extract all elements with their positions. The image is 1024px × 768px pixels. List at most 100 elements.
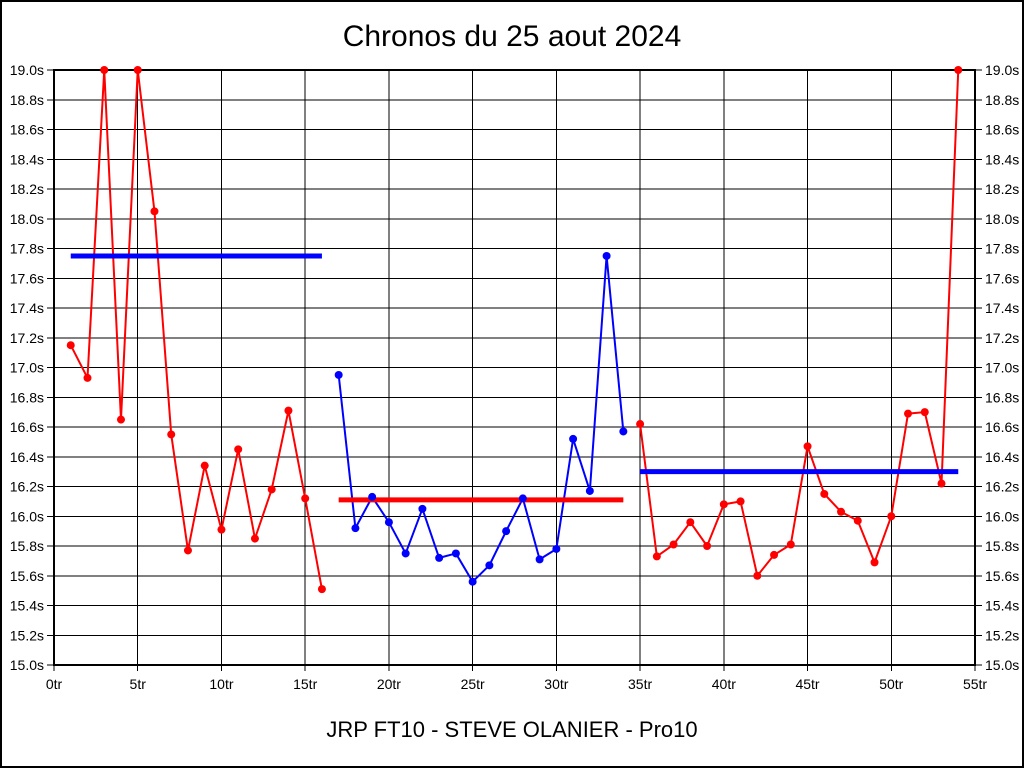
data-point-marker-stint-3 xyxy=(770,550,779,559)
data-point-marker-stint-3 xyxy=(954,66,963,74)
data-point-marker-stint-3 xyxy=(786,540,795,549)
y-axis-tick-label-left: 15.8s xyxy=(10,538,44,554)
y-axis-tick-label-right: 18.2s xyxy=(985,181,1019,197)
data-point-marker-stint-3 xyxy=(904,409,913,418)
x-axis-tick-label: 45tr xyxy=(795,676,819,692)
y-axis-tick-label-right: 17.2s xyxy=(985,330,1019,346)
x-axis-tick-label: 5tr xyxy=(130,676,147,692)
y-axis-tick-label-right: 15.6s xyxy=(985,568,1019,584)
y-axis-tick-label-right: 15.0s xyxy=(985,657,1019,673)
data-point-marker-stint-3 xyxy=(686,518,695,527)
data-point-marker-stint-3 xyxy=(753,571,762,580)
y-axis-tick-label-right: 16.6s xyxy=(985,419,1019,435)
data-point-marker-stint-3 xyxy=(652,552,661,561)
data-point-marker-stint-3 xyxy=(853,516,862,525)
data-point-marker-stint-2 xyxy=(435,553,444,562)
chart-title: Chronos du 25 aout 2024 xyxy=(342,20,682,53)
x-axis-tick-label: 15tr xyxy=(293,676,317,692)
data-point-marker-stint-2 xyxy=(602,251,611,260)
data-point-marker-stint-1 xyxy=(217,525,226,534)
data-point-marker-stint-1 xyxy=(150,207,159,216)
data-point-marker-stint-2 xyxy=(619,427,628,436)
data-point-marker-stint-3 xyxy=(887,512,896,521)
data-point-marker-stint-3 xyxy=(703,542,712,550)
data-point-marker-stint-1 xyxy=(83,373,92,382)
data-point-marker-stint-3 xyxy=(870,558,879,567)
data-point-marker-stint-2 xyxy=(502,527,511,536)
series-line-stint-1 xyxy=(69,69,323,590)
x-axis-tick-label: 35tr xyxy=(628,676,652,692)
y-axis-tick-label-left: 17.4s xyxy=(10,300,44,316)
data-point-marker-stint-3 xyxy=(669,540,678,549)
y-axis-tick-label-left: 16.0s xyxy=(10,508,44,524)
data-point-marker-stint-1 xyxy=(183,546,192,555)
data-point-marker-stint-1 xyxy=(317,585,326,594)
y-axis-tick-label-left: 17.0s xyxy=(10,360,44,376)
y-axis-tick-label-right: 16.2s xyxy=(985,479,1019,495)
data-point-marker-stint-1 xyxy=(66,341,75,350)
y-axis-tick-label-left: 17.2s xyxy=(10,330,44,346)
data-point-marker-stint-3 xyxy=(736,497,745,506)
data-point-marker-stint-2 xyxy=(518,494,527,503)
y-axis-tick-label-left: 18.2s xyxy=(10,181,44,197)
data-point-marker-stint-2 xyxy=(351,524,360,533)
y-axis-tick-label-left: 18.4s xyxy=(10,151,44,167)
y-axis-tick-label-right: 17.8s xyxy=(985,241,1019,257)
y-axis-tick-label-right: 17.0s xyxy=(985,360,1019,376)
x-axis-tick-label: 50tr xyxy=(879,676,903,692)
y-axis-tick-label-left: 19.0s xyxy=(10,62,44,78)
data-point-marker-stint-1 xyxy=(301,494,310,503)
y-axis-tick-label-left: 15.0s xyxy=(10,657,44,673)
y-axis-tick-label-right: 15.4s xyxy=(985,598,1019,614)
data-point-marker-stint-2 xyxy=(585,486,594,495)
data-point-marker-stint-1 xyxy=(167,430,176,439)
data-point-marker-stint-1 xyxy=(200,461,209,470)
y-axis-tick-label-right: 16.8s xyxy=(985,389,1019,405)
x-axis-tick-label: 30tr xyxy=(544,676,568,692)
y-axis-tick-label-right: 15.8s xyxy=(985,538,1019,554)
y-axis-tick-label-left: 17.6s xyxy=(10,270,44,286)
y-axis-tick-label-right: 18.8s xyxy=(985,92,1019,108)
data-point-marker-stint-2 xyxy=(569,434,578,443)
data-point-marker-stint-3 xyxy=(636,420,645,429)
data-point-marker-stint-2 xyxy=(485,561,494,570)
data-point-marker-stint-2 xyxy=(535,555,544,564)
data-point-marker-stint-1 xyxy=(100,66,109,74)
data-point-marker-stint-2 xyxy=(468,577,477,586)
data-point-marker-stint-2 xyxy=(401,549,410,558)
x-axis-tick-label: 0tr xyxy=(46,676,63,692)
y-axis-tick-label-right: 16.4s xyxy=(985,449,1019,465)
data-point-marker-stint-3 xyxy=(719,500,728,509)
y-axis-tick-label-left: 17.8s xyxy=(10,241,44,257)
x-axis-tick-label: 20tr xyxy=(377,676,401,692)
data-point-marker-stint-1 xyxy=(284,406,293,415)
y-axis-tick-label-left: 15.4s xyxy=(10,598,44,614)
y-axis-tick-label-left: 18.8s xyxy=(10,92,44,108)
x-axis-tick-label: 10tr xyxy=(209,676,233,692)
y-axis-tick-label-right: 18.0s xyxy=(985,211,1019,227)
y-axis-tick-label-right: 15.2s xyxy=(985,627,1019,643)
data-point-marker-stint-2 xyxy=(368,492,377,501)
y-axis-tick-label-left: 18.0s xyxy=(10,211,44,227)
data-point-marker-stint-2 xyxy=(418,504,427,513)
y-axis-tick-label-right: 17.4s xyxy=(985,300,1019,316)
y-axis-tick-label-left: 16.4s xyxy=(10,449,44,465)
chart-footer: JRP FT10 - STEVE OLANIER - Pro10 xyxy=(326,717,698,742)
data-point-marker-stint-3 xyxy=(820,489,829,498)
data-point-marker-stint-2 xyxy=(552,544,561,553)
data-point-marker-stint-3 xyxy=(937,479,946,488)
data-point-marker-stint-2 xyxy=(334,370,343,379)
x-axis-tick-label: 40tr xyxy=(712,676,736,692)
x-axis-tick-label: 25tr xyxy=(461,676,485,692)
plot-border xyxy=(53,69,976,666)
y-axis-tick-label-right: 18.6s xyxy=(985,122,1019,138)
y-axis-tick-label-right: 19.0s xyxy=(985,62,1019,78)
y-axis-tick-label-left: 15.2s xyxy=(10,627,44,643)
data-point-marker-stint-2 xyxy=(384,518,393,527)
data-point-marker-stint-1 xyxy=(250,534,259,543)
data-point-marker-stint-1 xyxy=(234,445,243,454)
data-point-marker-stint-3 xyxy=(803,442,812,451)
y-axis-tick-label-left: 16.8s xyxy=(10,389,44,405)
